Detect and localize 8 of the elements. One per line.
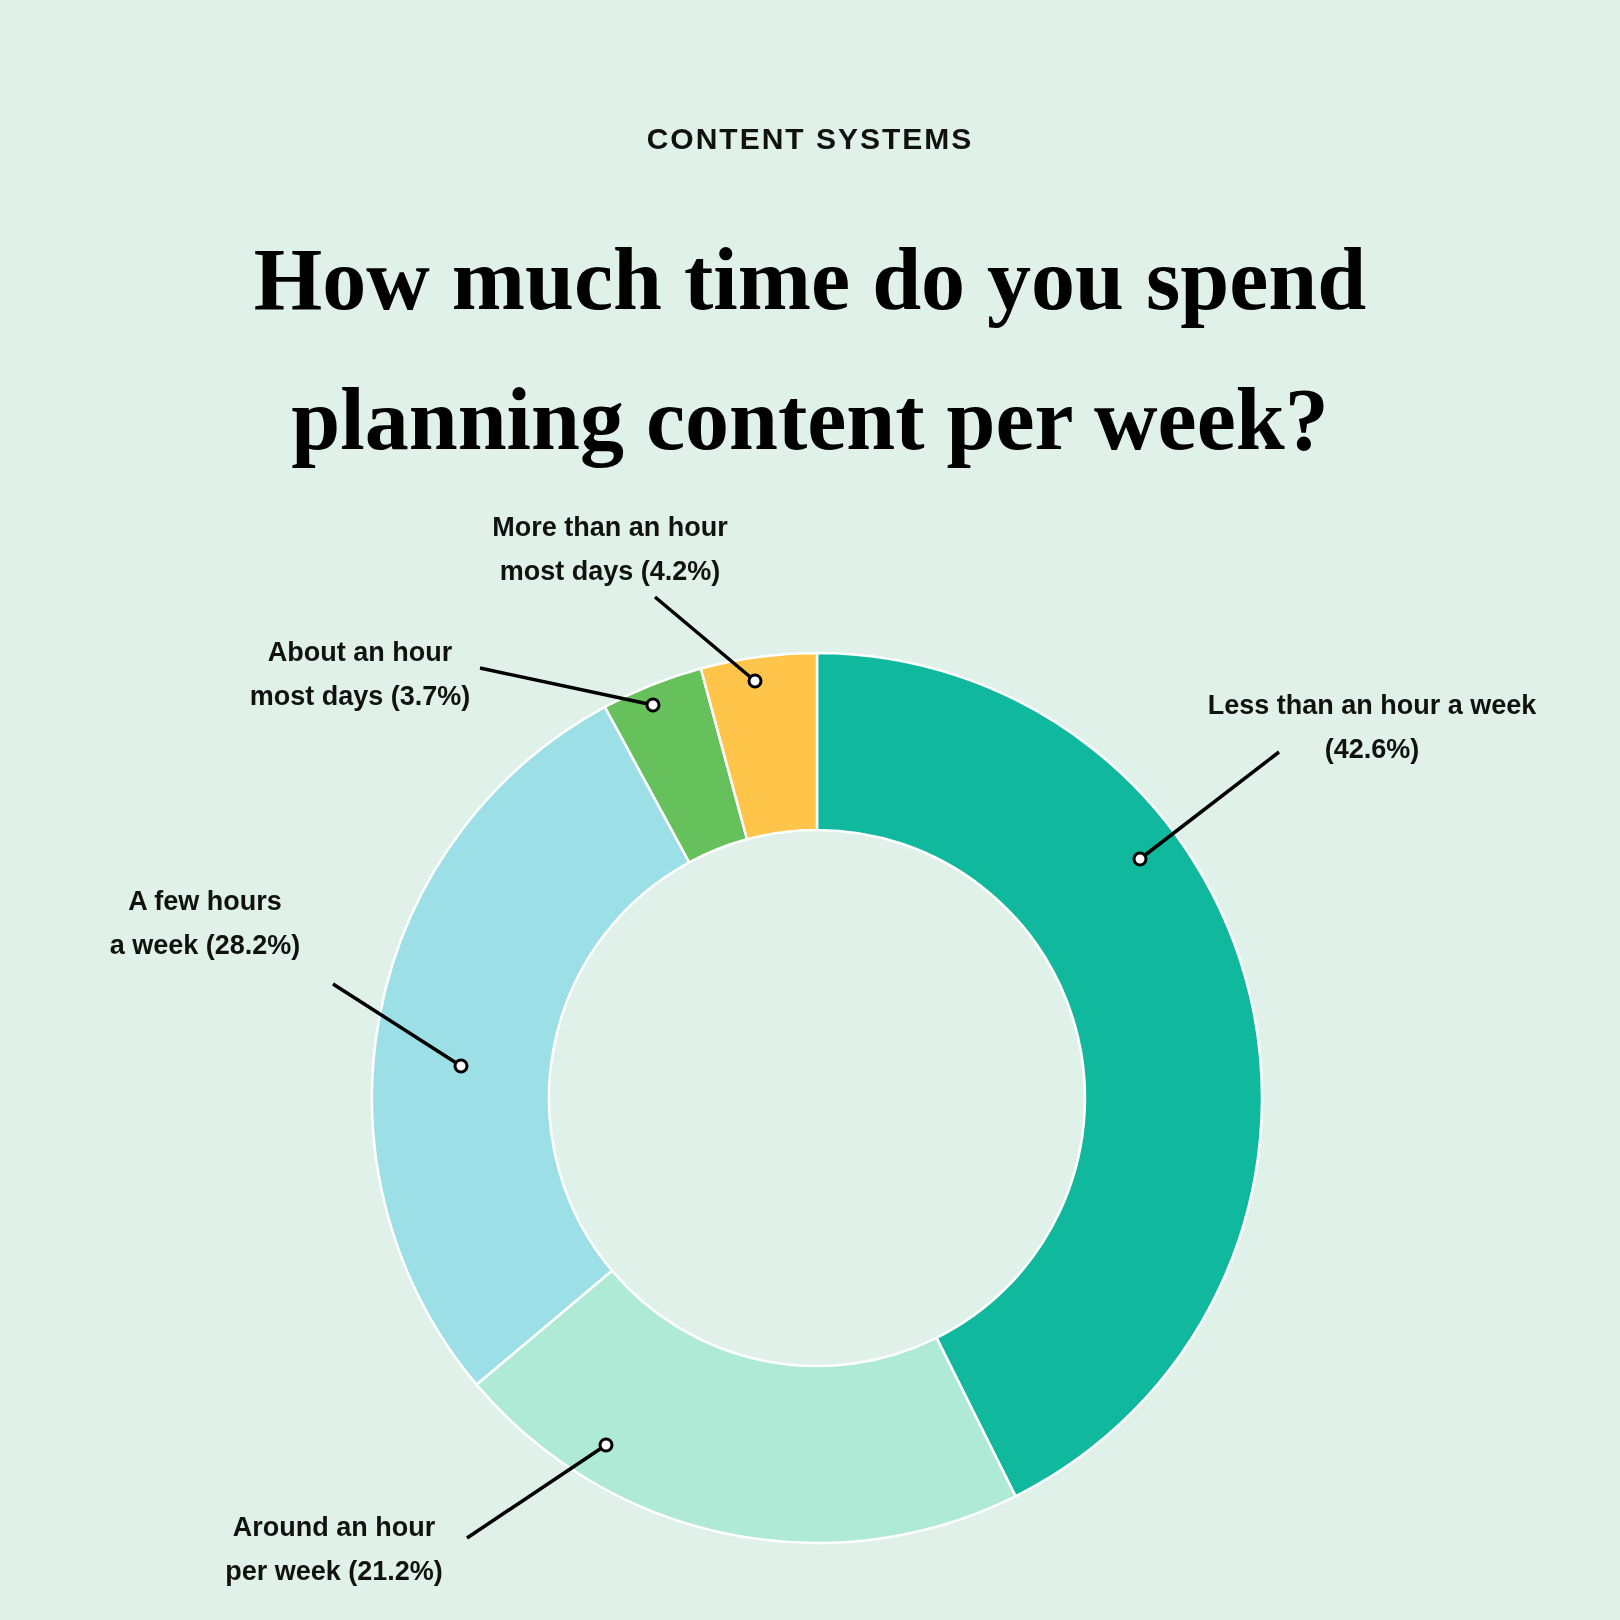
chart-subtitle: CONTENT SYSTEMS: [645, 122, 975, 156]
slice-label: More than an hour most days (4.2%): [492, 512, 729, 586]
slice-label: A few hours a week (28.2%): [109, 886, 301, 960]
slice-label: Around an hour per week (21.2%): [225, 1512, 443, 1586]
slice-label: Less than an hour a week: [1207, 690, 1538, 720]
data-label: (42.6%): [1324, 734, 1420, 764]
chart-title: How much time do you spend planning content per week?: [252, 230, 1368, 470]
slice-label: About an hour most days (3.7%): [249, 637, 471, 711]
